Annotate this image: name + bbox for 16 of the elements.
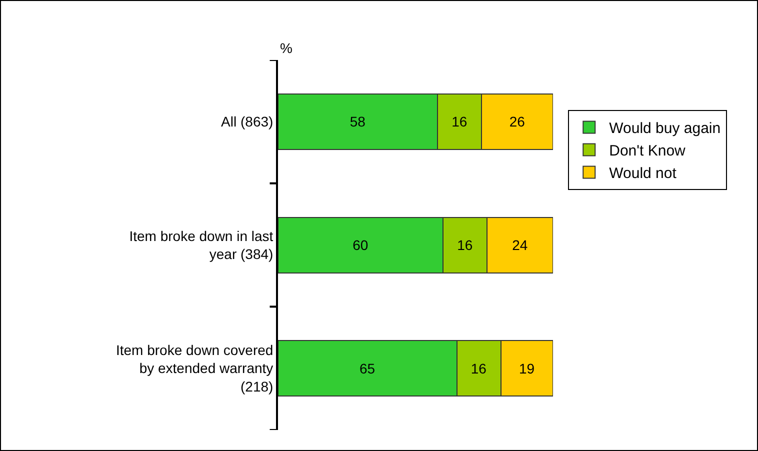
y-tick-label: All (863) — [221, 114, 274, 130]
legend-label: Would not — [609, 165, 678, 182]
y-axis-title: % — [280, 40, 292, 56]
legend-label: Don't Know — [609, 142, 686, 160]
y-tick-label: Item broke down in last year (384) — [129, 228, 274, 262]
data-label: 16 — [452, 114, 468, 130]
y-tick-label: Item broke down covered by extended warranty (218) — [116, 342, 274, 394]
data-label: 16 — [470, 360, 487, 376]
legend-label: Would buy again — [609, 120, 721, 138]
data-label: 24 — [512, 237, 528, 253]
data-label: 58 — [350, 114, 366, 130]
data-label: 26 — [509, 114, 526, 130]
data-label: 65 — [359, 360, 376, 376]
data-label: 60 — [352, 237, 368, 253]
data-label: 19 — [518, 360, 535, 376]
data-label: 16 — [457, 237, 473, 253]
